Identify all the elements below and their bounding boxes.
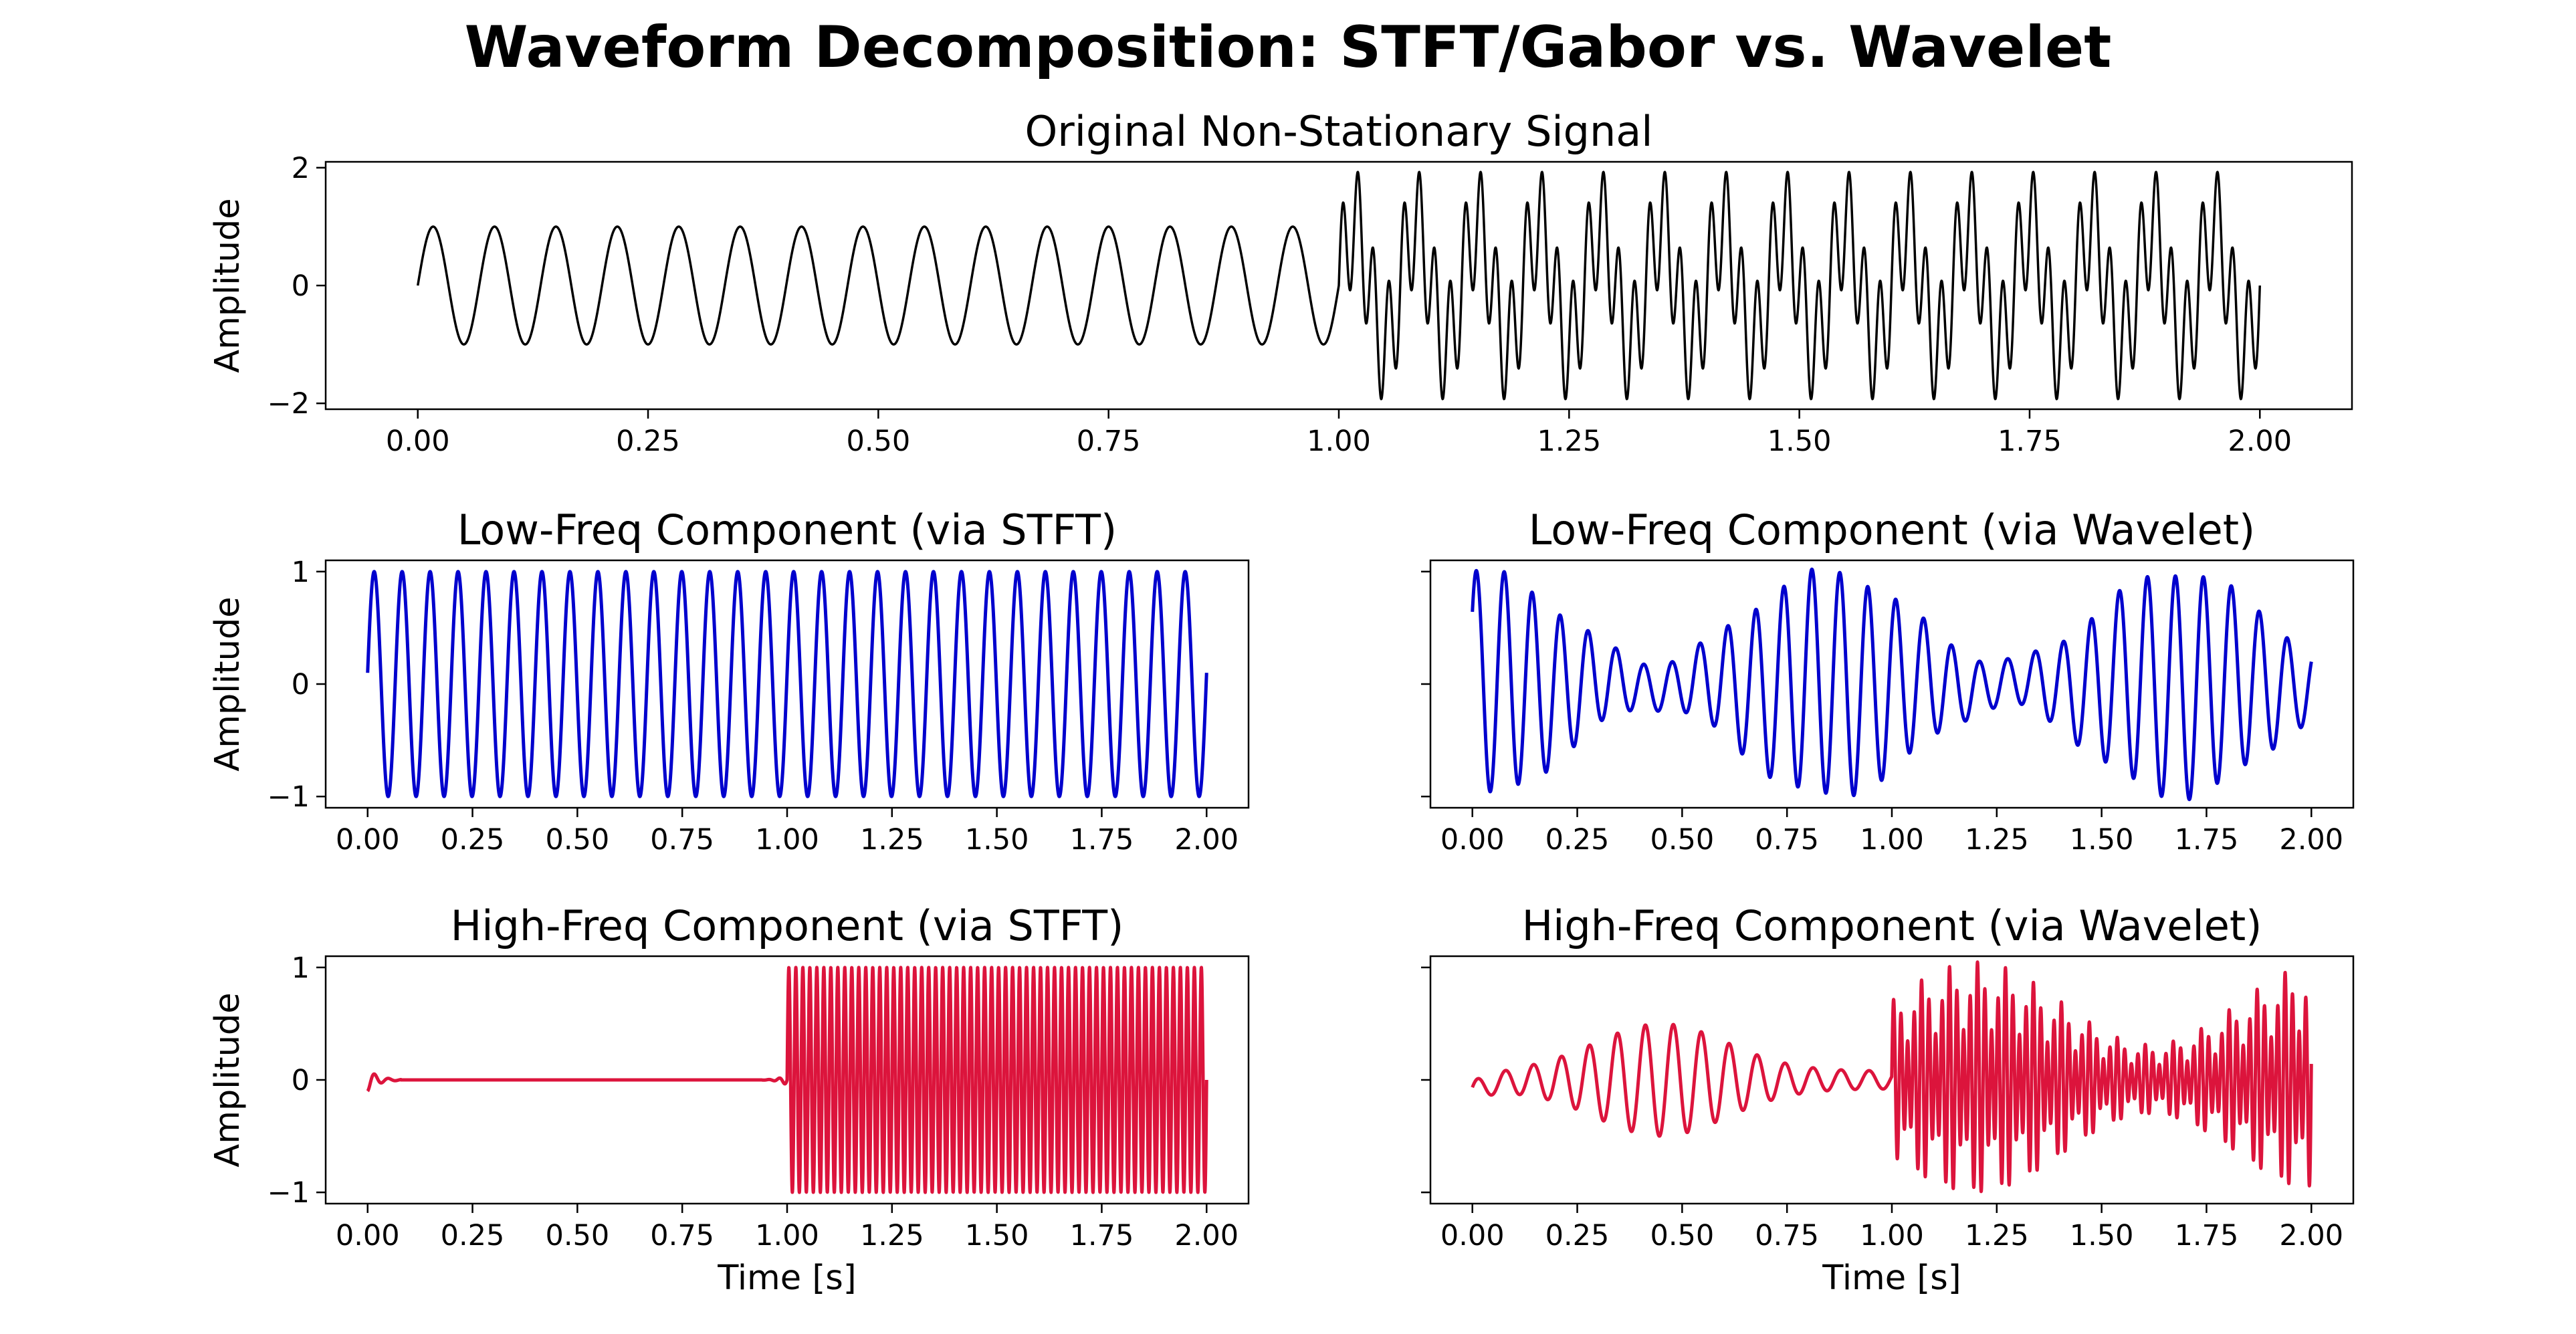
x-tick-label: 0.50	[1650, 1219, 1714, 1252]
panel-high_wavelet: 0.00 0.25 0.50 0.75 1.00 1.25 1.50 1.75 2.00 High…	[1421, 901, 2355, 1298]
y-tick-label: 2	[292, 152, 310, 185]
y-axis-label: Amplitude	[208, 596, 247, 771]
panel-title: Low-Freq Component (via Wavelet)	[1529, 506, 2255, 554]
x-tick-label: 0.25	[441, 823, 505, 857]
x-tick-label: 0.25	[616, 425, 680, 458]
x-tick-label: 0.50	[1650, 823, 1714, 857]
x-axis-label: Time [s]	[1822, 1258, 1961, 1298]
panel-low_wavelet: 0.00 0.25 0.50 0.75 1.00 1.25 1.50 1.75 2.00 Low-…	[1421, 506, 2355, 857]
y-tick-label: 0	[292, 269, 310, 303]
x-tick-label: 1.00	[755, 823, 819, 857]
series-line-high_wavelet	[1471, 960, 2313, 1194]
x-tick-label: 0.00	[336, 823, 400, 857]
x-tick-label: 0.00	[386, 425, 450, 458]
panel-title: Low-Freq Component (via STFT)	[457, 506, 1117, 554]
series-line-high_stft	[366, 966, 1208, 1194]
x-tick-label: 1.50	[965, 1219, 1029, 1252]
x-tick-label: 2.00	[1174, 1219, 1239, 1252]
panel-low_stft: 0.00 0.25 0.50 0.75 1.00 1.25 1.50 1.75 2.00 −1 0 1…	[208, 506, 1250, 857]
x-tick-label: 2.00	[2279, 1219, 2343, 1252]
x-tick-label: 1.25	[860, 823, 924, 857]
x-tick-label: 1.00	[1860, 823, 1924, 857]
x-tick-label: 1.00	[755, 1219, 819, 1252]
y-axis-label: Amplitude	[208, 198, 247, 372]
y-tick-label: 0	[292, 1064, 310, 1097]
x-tick-label: 1.00	[1860, 1219, 1924, 1252]
y-tick-label: 1	[292, 556, 310, 589]
x-tick-label: 0.75	[1755, 1219, 1819, 1252]
x-tick-label: 1.25	[1965, 823, 2029, 857]
x-tick-label: 1.50	[965, 823, 1029, 857]
x-tick-label: 1.75	[1070, 1219, 1134, 1252]
figure-title: Waveform Decomposition: STFT/Gabor vs. W…	[465, 14, 2112, 81]
x-tick-label: 0.25	[441, 1219, 505, 1252]
x-tick-label: 1.75	[2175, 1219, 2239, 1252]
x-tick-label: 0.00	[1440, 1219, 1505, 1252]
panel-title: Original Non-Stationary Signal	[1025, 107, 1652, 156]
x-tick-label: 1.50	[2070, 823, 2134, 857]
y-tick-label: 1	[292, 952, 310, 985]
y-tick-label: −2	[267, 387, 310, 421]
panel-title: High-Freq Component (via Wavelet)	[1522, 901, 2262, 950]
series-line-low_wavelet	[1471, 567, 2313, 802]
x-axis-label: Time [s]	[717, 1258, 856, 1298]
x-tick-label: 1.25	[1537, 425, 1601, 458]
x-tick-label: 0.25	[1545, 1219, 1610, 1252]
panel-title: High-Freq Component (via STFT)	[451, 901, 1124, 950]
x-tick-label: 0.75	[1077, 425, 1141, 458]
y-tick-label: 0	[292, 668, 310, 701]
x-tick-label: 1.75	[1070, 823, 1134, 857]
series-line-low_stft	[366, 570, 1208, 798]
y-axis-label: Amplitude	[208, 992, 247, 1167]
x-tick-label: 2.00	[2279, 823, 2343, 857]
x-tick-label: 0.50	[545, 823, 609, 857]
x-tick-label: 0.00	[336, 1219, 400, 1252]
panels: 0.00 0.25 0.50 0.75 1.00 1.25 1.50 1.75 2.00 −2 0 2…	[208, 107, 2355, 1298]
panel-high_stft: 0.00 0.25 0.50 0.75 1.00 1.25 1.50 1.75 2.00 −1 0 1…	[208, 901, 1250, 1298]
x-tick-label: 1.50	[2070, 1219, 2134, 1252]
x-tick-label: 1.50	[1767, 425, 1832, 458]
series-line-original	[417, 171, 2262, 401]
x-tick-label: 0.75	[650, 1219, 714, 1252]
x-tick-label: 2.00	[2228, 425, 2292, 458]
x-tick-label: 0.25	[1545, 823, 1610, 857]
x-tick-label: 0.50	[545, 1219, 609, 1252]
x-tick-label: 1.25	[1965, 1219, 2029, 1252]
x-tick-label: 1.25	[860, 1219, 924, 1252]
y-tick-label: −1	[267, 1176, 310, 1210]
x-tick-label: 1.00	[1307, 425, 1371, 458]
x-tick-label: 0.75	[650, 823, 714, 857]
x-tick-label: 1.75	[1998, 425, 2062, 458]
x-tick-label: 0.75	[1755, 823, 1819, 857]
x-tick-label: 0.00	[1440, 823, 1505, 857]
x-tick-label: 1.75	[2175, 823, 2239, 857]
x-tick-label: 2.00	[1174, 823, 1239, 857]
panel-original: 0.00 0.25 0.50 0.75 1.00 1.25 1.50 1.75 2.00 −2 0 2…	[208, 107, 2353, 458]
y-tick-label: −1	[267, 780, 310, 814]
x-tick-label: 0.50	[846, 425, 910, 458]
